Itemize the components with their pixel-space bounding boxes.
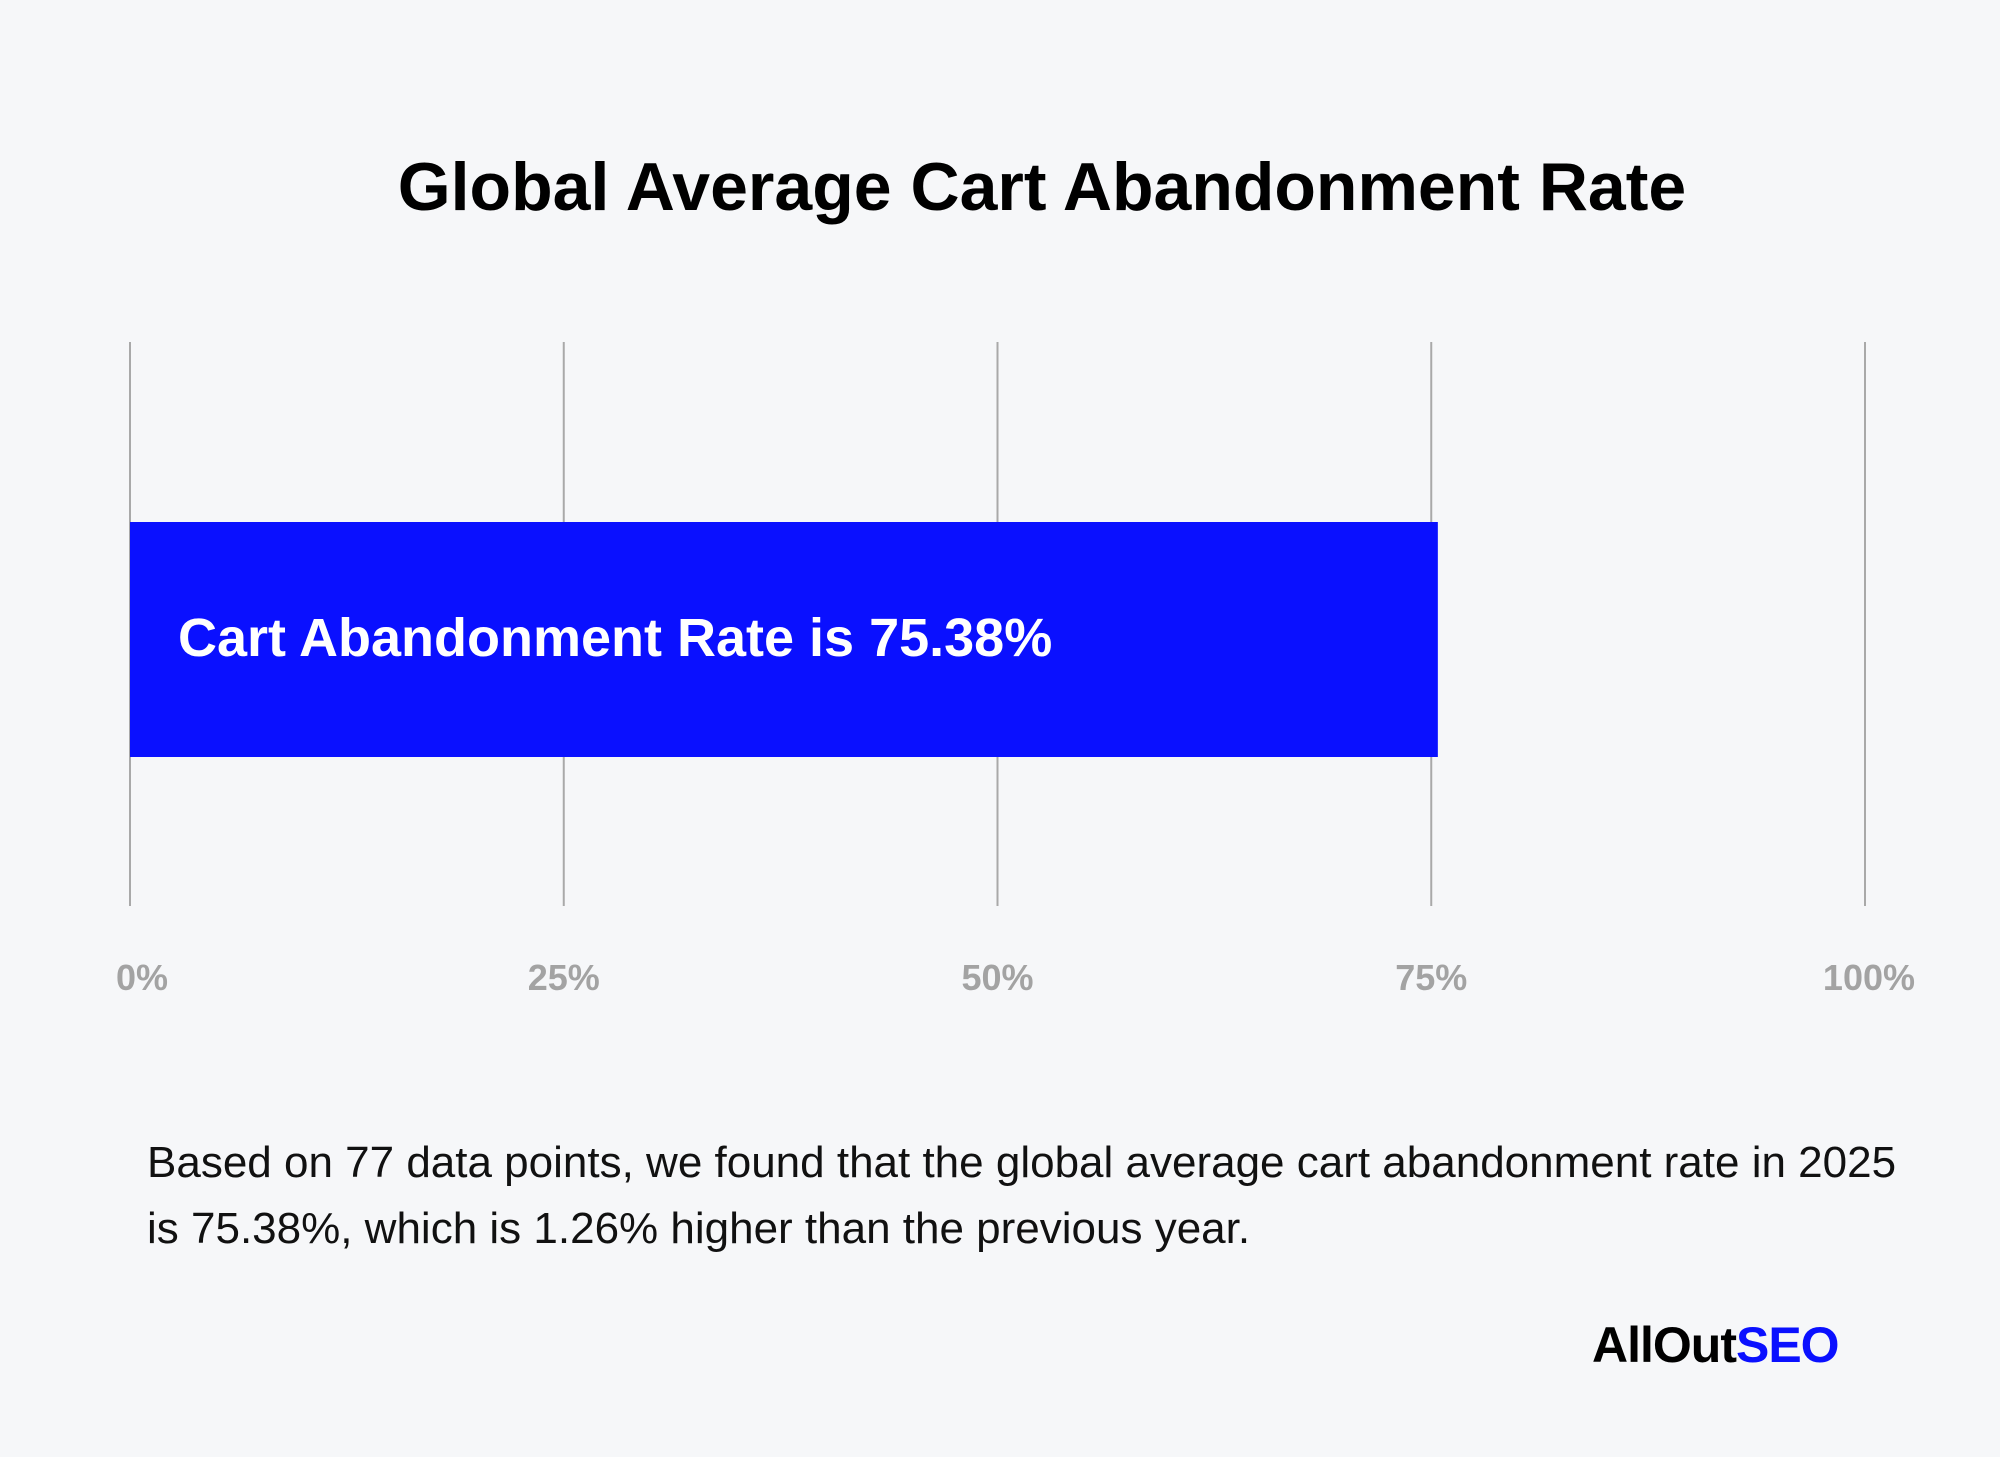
logo-part2: SEO [1735,1317,1840,1373]
x-tick-label: 75% [1395,957,1467,998]
allout-seo-logo: AllOutSEO [1592,1316,1840,1374]
bar-label: Cart Abandonment Rate is 75.38% [178,608,1052,668]
x-tick-label: 0% [116,957,168,998]
logo-part1: AllOut [1592,1317,1737,1373]
x-tick-label: 25% [528,957,600,998]
bar [130,522,1438,757]
x-tick-label: 50% [961,957,1033,998]
x-tick-label: 100% [1823,957,1915,998]
chart-title: Global Average Cart Abandonment Rate [397,149,1687,225]
description-text: Based on 77 data points, we found that t… [147,1138,1897,1253]
